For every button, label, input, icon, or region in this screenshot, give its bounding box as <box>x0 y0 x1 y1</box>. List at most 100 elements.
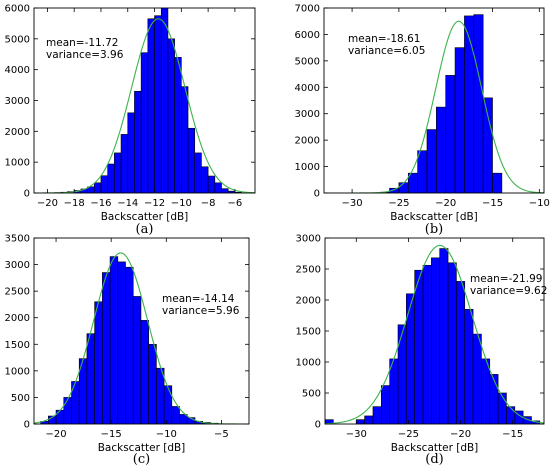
histogram-bar <box>464 15 475 193</box>
y-tick-label: 3000 <box>296 234 321 245</box>
histogram-bar <box>492 172 503 193</box>
plot-area <box>34 252 249 424</box>
y-tick-label: 2000 <box>5 127 30 138</box>
y-tick-label: 1000 <box>5 366 30 377</box>
histogram-bar <box>181 86 189 193</box>
histogram-bar <box>160 8 169 193</box>
y-tick-label: 4000 <box>295 83 320 94</box>
histogram-bar <box>397 324 407 424</box>
histogram-bar <box>456 281 466 424</box>
histogram-bar <box>464 308 474 424</box>
histogram-bar <box>497 392 507 424</box>
x-tick-label: −16 <box>90 198 111 209</box>
y-tick-label: 4000 <box>5 65 30 76</box>
histogram-bar <box>372 406 382 424</box>
histogram-bar <box>94 301 103 424</box>
histogram-panel-b: −30 −25 −20 −15 −10 0 1000 2000 3000 4000 5000 6000… <box>295 4 550 238</box>
histogram-bar <box>436 106 446 193</box>
histogram-bar <box>156 367 165 424</box>
y-tick-label: 6000 <box>5 4 30 15</box>
histogram-bar <box>140 320 149 424</box>
y-tick-label: 500 <box>11 393 30 404</box>
histogram-bar <box>447 262 457 424</box>
mean-annotation: mean=-18.61 <box>348 33 420 45</box>
y-tick-label: 5000 <box>5 34 30 45</box>
gaussian-fit-line <box>34 18 255 193</box>
y-tick-label: 1500 <box>5 340 30 351</box>
histogram-bar <box>140 52 149 193</box>
y-tick-label: 1000 <box>5 158 30 169</box>
axes-frame <box>323 7 545 194</box>
histogram-bar <box>117 261 126 424</box>
panel-label: (d) <box>425 452 443 467</box>
x-tick-label: −14 <box>117 198 138 209</box>
histogram-bar <box>445 75 456 193</box>
histogram-bar <box>472 333 482 424</box>
variance-annotation: variance=5.96 <box>162 305 240 317</box>
x-tick-label: −25 <box>398 429 419 440</box>
histogram-bar <box>120 134 129 193</box>
x-tick-label: −6 <box>228 198 243 209</box>
histogram-bar <box>355 419 365 424</box>
histogram-bar <box>506 406 516 424</box>
y-tick-label: 1000 <box>296 358 321 369</box>
histogram-bar <box>214 182 222 193</box>
x-tick-label: −20 <box>45 429 66 440</box>
y-tick-label: 2000 <box>295 136 320 147</box>
y-tick-label: 3000 <box>5 96 30 107</box>
variance-annotation: variance=3.96 <box>46 49 124 61</box>
x-tick-label: −15 <box>101 429 122 440</box>
plot-area <box>324 14 544 193</box>
panel-label: (b) <box>425 222 443 237</box>
x-tick-label: −20 <box>435 198 456 209</box>
mean-annotation: mean=-14.14 <box>162 293 235 305</box>
histogram-bar <box>406 293 415 424</box>
histogram-bar <box>482 97 493 193</box>
gaussian-fit-line <box>325 244 544 424</box>
histogram-bar <box>439 248 449 424</box>
histogram-bar <box>55 409 65 424</box>
histogram-bar <box>109 256 119 424</box>
histogram-bar <box>187 127 196 193</box>
y-tick-label: 1000 <box>295 162 320 173</box>
histogram-bar <box>63 397 72 424</box>
histogram-bar <box>174 57 182 193</box>
x-axis-label: Backscatter [dB] <box>101 211 189 223</box>
histogram-panel-d: −30 −25 −20 −15 0 500 1000 1500 2000 2500 3000 Back… <box>296 234 548 468</box>
histogram-bar <box>147 18 155 193</box>
x-tick-label: −10 <box>156 429 177 440</box>
y-tick-label: 0 <box>314 189 320 200</box>
histogram-bar <box>102 272 111 424</box>
variance-annotation: variance=6.05 <box>348 45 425 57</box>
histogram-bar <box>481 358 491 424</box>
y-tick-label: 2500 <box>5 287 30 298</box>
histogram-panel-c: −20 −15 −10 −5 0 500 1000 1500 2000 2500 3000 3500 B… <box>5 234 250 467</box>
histogram-panel-a: −20 −18 −16 −14 −12 −10 −8 −6 0 1000 2000 3000 4000 5… <box>5 4 256 237</box>
histogram-bar <box>86 333 95 424</box>
panel-label: (c) <box>133 452 150 467</box>
x-tick-label: −8 <box>201 198 216 209</box>
y-tick-label: 1500 <box>296 327 321 338</box>
histogram-bar <box>134 90 142 193</box>
x-tick-label: −30 <box>342 198 363 209</box>
histogram-bar <box>114 152 122 193</box>
histogram-bar <box>325 419 334 424</box>
histogram-bar <box>125 266 134 424</box>
histogram-bar <box>127 112 135 193</box>
histogram-bar <box>221 188 229 193</box>
x-axis-label: Backscatter [dB] <box>390 211 478 223</box>
axes-frame <box>33 237 250 425</box>
mean-annotation: mean=-11.72 <box>46 37 118 49</box>
y-tick-label: 3500 <box>5 234 30 245</box>
x-axis-label: Backscatter [dB] <box>98 442 186 454</box>
x-tick-label: −5 <box>214 429 229 440</box>
mean-annotation: mean=-21.99 <box>470 273 542 285</box>
y-tick-label: 0 <box>24 189 30 200</box>
histogram-bar <box>163 385 173 424</box>
y-tick-label: 500 <box>302 389 321 400</box>
histogram-bar <box>107 163 115 193</box>
y-tick-label: 7000 <box>295 4 320 15</box>
x-axis-label: Backscatter [dB] <box>391 442 479 454</box>
gaussian-fit-line <box>34 252 249 424</box>
histogram-bar <box>414 269 424 424</box>
